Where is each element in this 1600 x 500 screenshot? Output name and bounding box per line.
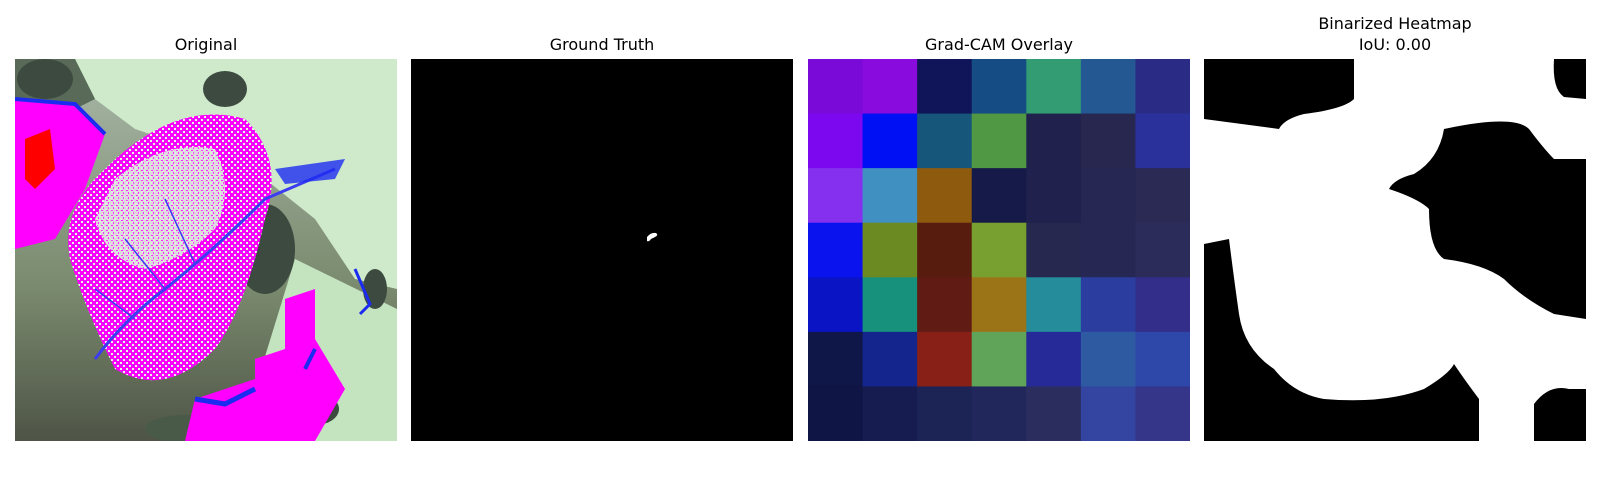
gradcam-overlay-title: Grad-CAM Overlay [925,35,1073,54]
gradcam-cell-r4-c4 [1026,277,1082,333]
gradcam-cell-r6-c0 [808,386,864,441]
gradcam-cell-r2-c6 [1135,168,1190,224]
gradcam-cell-r3-c4 [1026,222,1082,278]
gradcam-cell-r2-c1 [862,168,918,224]
gradcam-cell-r3-c3 [971,222,1027,278]
gradcam-cell-r3-c1 [862,222,918,278]
original-image-svg [15,59,397,441]
binarized-heatmap-title-text: Binarized Heatmap [1318,14,1472,33]
gradcam-cell-r6-c1 [862,386,918,441]
gradcam-cell-r5-c2 [917,331,973,387]
gradcam-cell-r2-c5 [1080,168,1136,224]
gradcam-cell-r4-c1 [862,277,918,333]
gradcam-cell-r3-c5 [1080,222,1136,278]
gradcam-cell-r0-c3 [971,59,1027,115]
gradcam-cell-r4-c2 [917,277,973,333]
gradcam-cell-r1-c3 [971,113,1027,169]
gradcam-cell-r0-c1 [862,59,918,115]
gradcam-cell-r1-c6 [1135,113,1190,169]
gradcam-cell-r1-c0 [808,113,864,169]
ground-truth-region [647,232,658,242]
gradcam-cell-r0-c5 [1080,59,1136,115]
original-image [15,59,397,441]
gradcam-cell-r6-c5 [1080,386,1136,441]
iou-value: IoU: 0.00 [1358,35,1432,54]
binarized-heatmap [1204,59,1586,441]
gradcam-cell-r6-c3 [971,386,1027,441]
gradcam-cell-r2-c4 [1026,168,1082,224]
gradcam-cell-r0-c6 [1135,59,1190,115]
gradcam-cell-r4-c6 [1135,277,1190,333]
gradcam-cell-r5-c6 [1135,331,1190,387]
ground-truth-title: Ground Truth [549,35,655,54]
gradcam-cell-r1-c1 [862,113,918,169]
gradcam-cell-r5-c4 [1026,331,1082,387]
gradcam-cell-r1-c2 [917,113,973,169]
gradcam-cell-r6-c2 [917,386,973,441]
gradcam-cell-r4-c5 [1080,277,1136,333]
gradcam-cell-r4-c3 [971,277,1027,333]
gradcam-cell-r0-c2 [917,59,973,115]
gradcam-cell-r0-c4 [1026,59,1082,115]
gradcam-cell-r0-c0 [808,59,864,115]
gradcam-cell-r5-c0 [808,331,864,387]
gradcam-cell-r3-c6 [1135,222,1190,278]
gradcam-cell-r5-c3 [971,331,1027,387]
gradcam-overlay [808,59,1190,441]
binarized-heatmap-title: Binarized Heatmap IoU: 0.00 [1204,13,1586,55]
original-title: Original [174,35,238,54]
gradcam-cell-r2-c2 [917,168,973,224]
gradcam-cell-r2-c0 [808,168,864,224]
gradcam-cell-r6-c6 [1135,386,1190,441]
gradcam-cell-r5-c5 [1080,331,1136,387]
gradcam-cell-r1-c5 [1080,113,1136,169]
gradcam-cell-r6-c4 [1026,386,1082,441]
gradcam-cell-r2-c3 [971,168,1027,224]
ground-truth-svg [411,59,793,441]
gradcam-cell-r4-c0 [808,277,864,333]
gradcam-grid [808,59,1190,441]
gradcam-cell-r1-c4 [1026,113,1082,169]
ground-truth-mask [411,59,793,441]
gradcam-cell-r3-c0 [808,222,864,278]
binarized-heatmap-svg [1204,59,1586,441]
gradcam-cell-r5-c1 [862,331,918,387]
gradcam-cell-r3-c2 [917,222,973,278]
